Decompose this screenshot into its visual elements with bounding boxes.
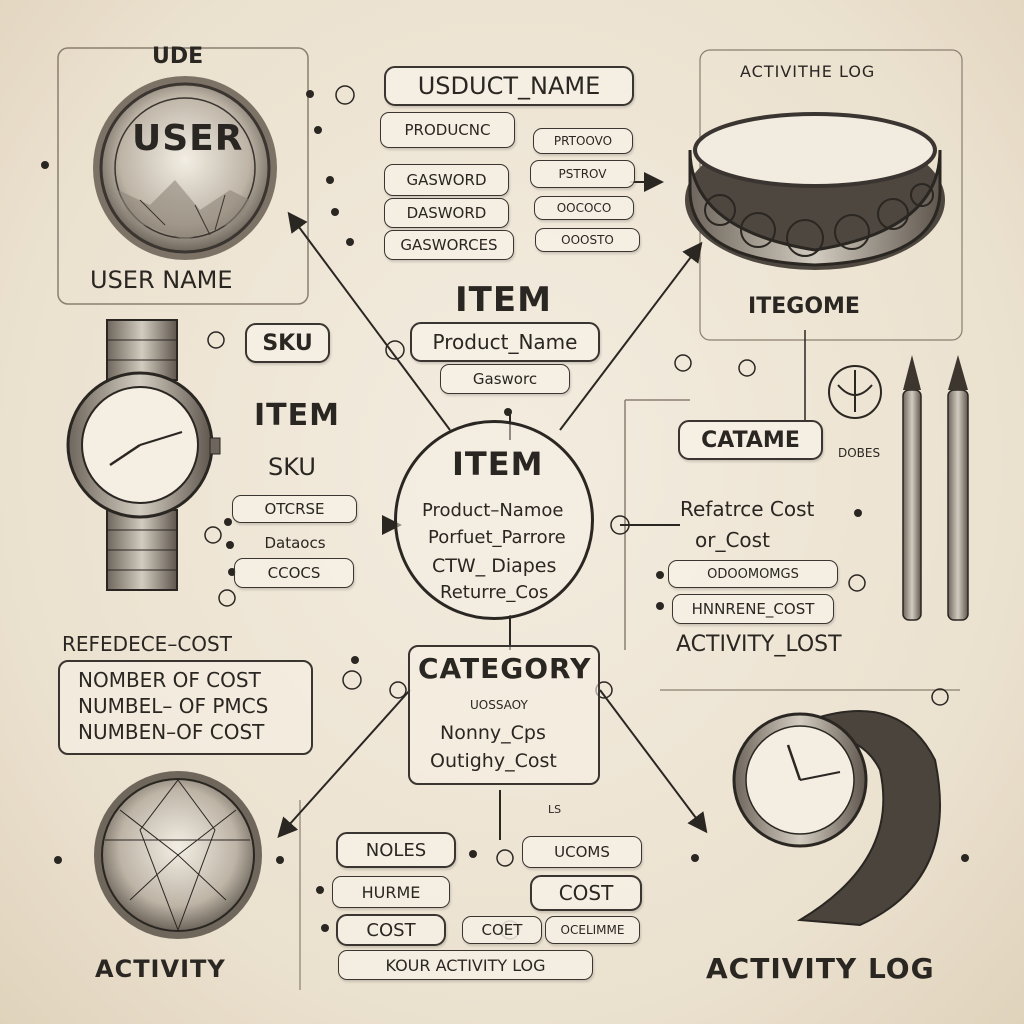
activity-lost-label: ACTIVITY_LOST: [676, 632, 842, 657]
field-pill: OOOSTO: [535, 228, 640, 252]
category-attribute: Outighy_Cost: [430, 750, 557, 772]
right-attribute: Refatrce Cost: [680, 497, 815, 521]
footer-activity-log: ACTIVITY LOG: [706, 952, 935, 985]
wristwatch-illustration: [732, 710, 941, 927]
category-title: CATEGORY: [418, 652, 592, 685]
tiny-label: LS: [548, 803, 562, 816]
field-pill: HNNRENE_COST: [672, 594, 834, 624]
field-pill: UCOMS: [522, 836, 642, 868]
field-pill: OOCOCO: [534, 196, 634, 220]
dobes-label: DOBES: [838, 446, 881, 460]
field-pill: COST: [336, 914, 446, 946]
item-attribute: CTW_ Diapes: [432, 555, 557, 577]
user-panel-header: UDE: [152, 44, 204, 69]
field-pill: OTCRSE: [232, 495, 357, 523]
item-entity-circle: [394, 420, 594, 620]
field-pill: PSTROV: [530, 160, 635, 188]
pens-illustration: [902, 355, 969, 621]
sku-pill: SKU: [245, 323, 330, 363]
user-panel-frame: [57, 47, 309, 305]
field-pill: Dataocs: [264, 534, 326, 552]
ring-illustration: [685, 112, 945, 270]
category-entity-box: [408, 645, 600, 785]
item-attribute: Returre_Cos: [440, 582, 549, 603]
field-pill: HURME: [332, 876, 450, 908]
right-attribute: or_Cost: [695, 528, 770, 552]
itegome-label: ITEGOME: [748, 293, 860, 319]
field-pill: Gasworc: [440, 364, 570, 394]
field-pill: DASWORD: [384, 198, 509, 228]
cost-line: NUMBEL– OF PMCS: [78, 694, 269, 718]
activity-log-header: ACTIVITHE LOG: [740, 62, 876, 81]
user-title: USER: [132, 118, 244, 159]
left-sku-label: SKU: [268, 453, 316, 481]
user-name-caption: USER NAME: [90, 266, 233, 294]
left-watch-illustration: [66, 319, 221, 591]
center-top-item-title: ITEM: [455, 280, 552, 320]
category-attribute: Nonny_Cps: [440, 722, 546, 744]
field-pill: OCELIMME: [545, 916, 640, 944]
cost-line: NUMBEN–OF COST: [78, 720, 265, 744]
category-sub: UOSSAOY: [470, 698, 528, 712]
activity-log-pill: KOUR ACTIVITY LOG: [338, 950, 593, 980]
user-medallion-illustration: [93, 76, 277, 260]
field-pill: PRTOOVO: [533, 128, 633, 154]
left-item-title: ITEM: [254, 398, 340, 433]
cost-list-box: [58, 660, 313, 755]
item-entity-title: ITEM: [452, 445, 544, 483]
field-pill: NOLES: [336, 832, 456, 868]
item-attribute: Porfuet_Parrore: [428, 527, 566, 548]
field-pill: CCOCS: [234, 558, 354, 588]
field-pill: COST: [530, 875, 642, 911]
field-pill: PRODUCNC: [380, 112, 515, 148]
item-attribute: Product–Namoe: [422, 500, 564, 521]
catame-pill: CATAME: [678, 420, 823, 460]
field-pill: GASWORD: [384, 164, 509, 196]
reference-cost-header: REFEDECE–COST: [62, 632, 232, 656]
field-pill: ODOOMOMGS: [668, 560, 838, 588]
field-pill: COET: [462, 916, 542, 944]
field-pill: GASWORCES: [384, 230, 514, 260]
cost-line: NOMBER OF COST: [78, 668, 261, 692]
footer-activity: ACTIVITY: [95, 955, 226, 983]
product-name-pill: Product_Name: [410, 322, 600, 362]
field-pill: USDUCT_NAME: [384, 66, 634, 106]
diamond-illustration: [94, 771, 262, 939]
ornament-illustration: [828, 365, 882, 419]
